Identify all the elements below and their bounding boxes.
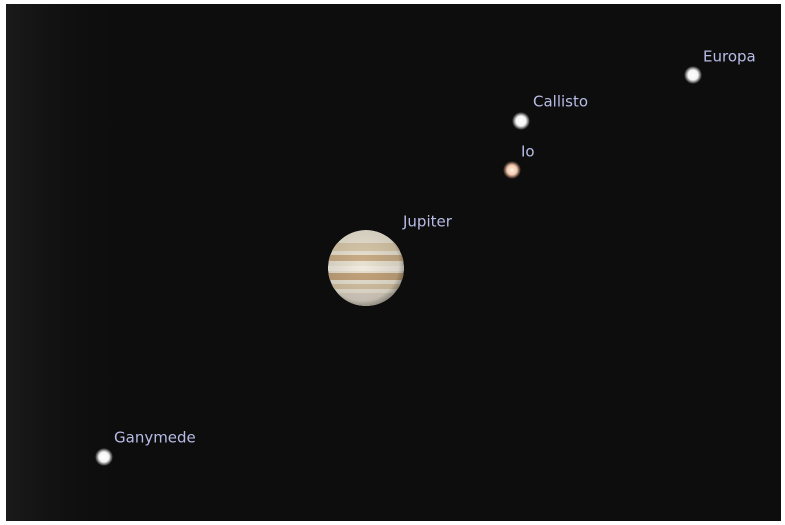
horizon-haze: [6, 4, 126, 521]
ganymede-dot: [95, 448, 113, 466]
io-dot: [503, 161, 521, 179]
callisto-dot: [512, 112, 530, 130]
object-label: Europa: [703, 48, 756, 66]
object-label: Ganymede: [114, 429, 196, 447]
object-label: Callisto: [533, 93, 588, 111]
sky-view: Europa Callisto Io Jupiter Ganymede: [0, 0, 785, 525]
europa-dot: [684, 66, 702, 84]
page: {"objects": {"europa": "Europa", "callis…: [0, 0, 785, 525]
object-label: Io: [521, 143, 535, 161]
object-label: Jupiter: [402, 213, 453, 231]
